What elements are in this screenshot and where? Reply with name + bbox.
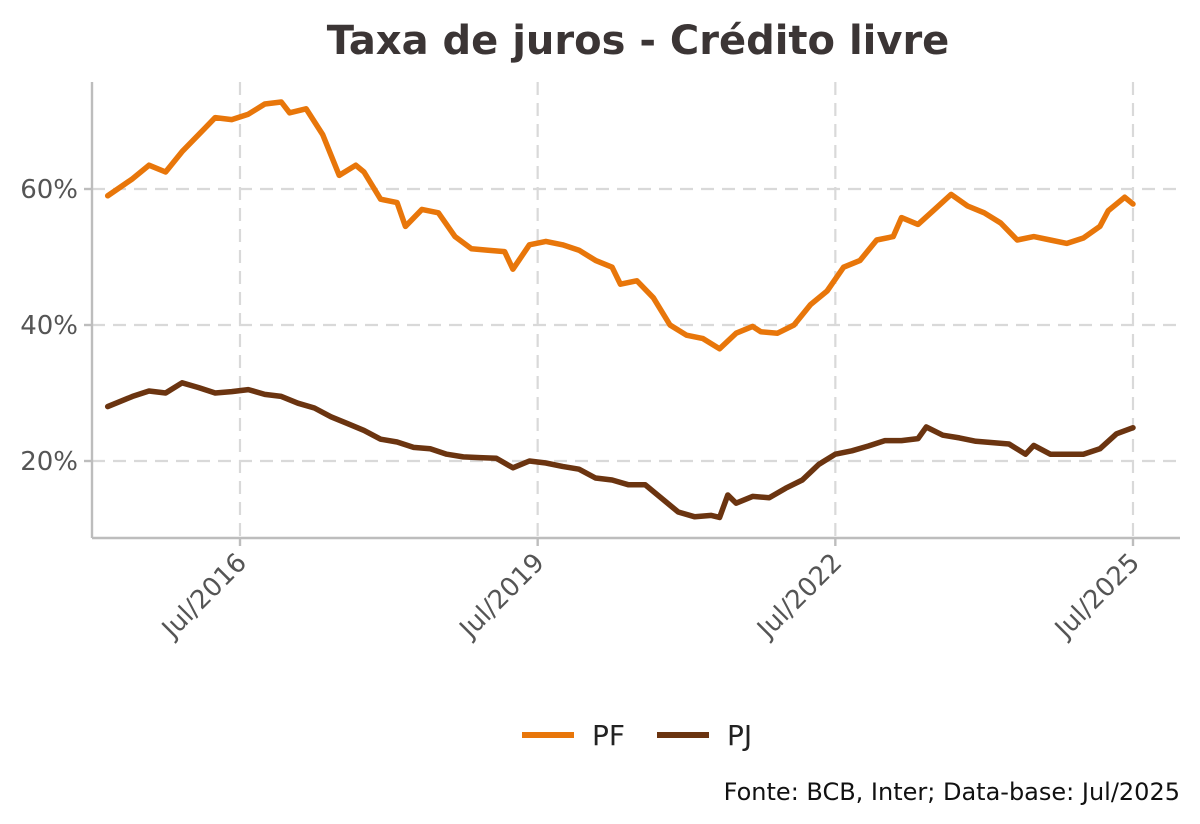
source-caption: Fonte: BCB, Inter; Data-base: Jul/2025 [724, 778, 1180, 806]
legend-label-pj: PJ [727, 719, 752, 752]
chart-title: Taxa de juros - Crédito livre [327, 18, 950, 64]
legend-label-pf: PF [592, 719, 625, 752]
gridlines [92, 82, 1180, 538]
axes [90, 82, 1180, 540]
y-tick-label: 40% [20, 311, 78, 341]
series-line-pj [104, 380, 1136, 521]
series-line-pf [104, 99, 1136, 352]
x-tick-label: Jul/2022 [750, 548, 848, 646]
y-tick-label: 60% [20, 175, 78, 205]
x-tick-label: Jul/2016 [155, 548, 253, 646]
legend: PF PJ [522, 719, 752, 752]
series-lines [104, 99, 1136, 521]
x-tick-labels: Jul/2016 Jul/2019 Jul/2022 Jul/2025 [155, 538, 1146, 646]
y-tick-labels: 20% 40% 60% [20, 175, 92, 477]
y-tick-label: 20% [20, 447, 78, 477]
x-tick-label: Jul/2019 [453, 548, 551, 646]
x-tick-label: Jul/2025 [1048, 548, 1146, 646]
